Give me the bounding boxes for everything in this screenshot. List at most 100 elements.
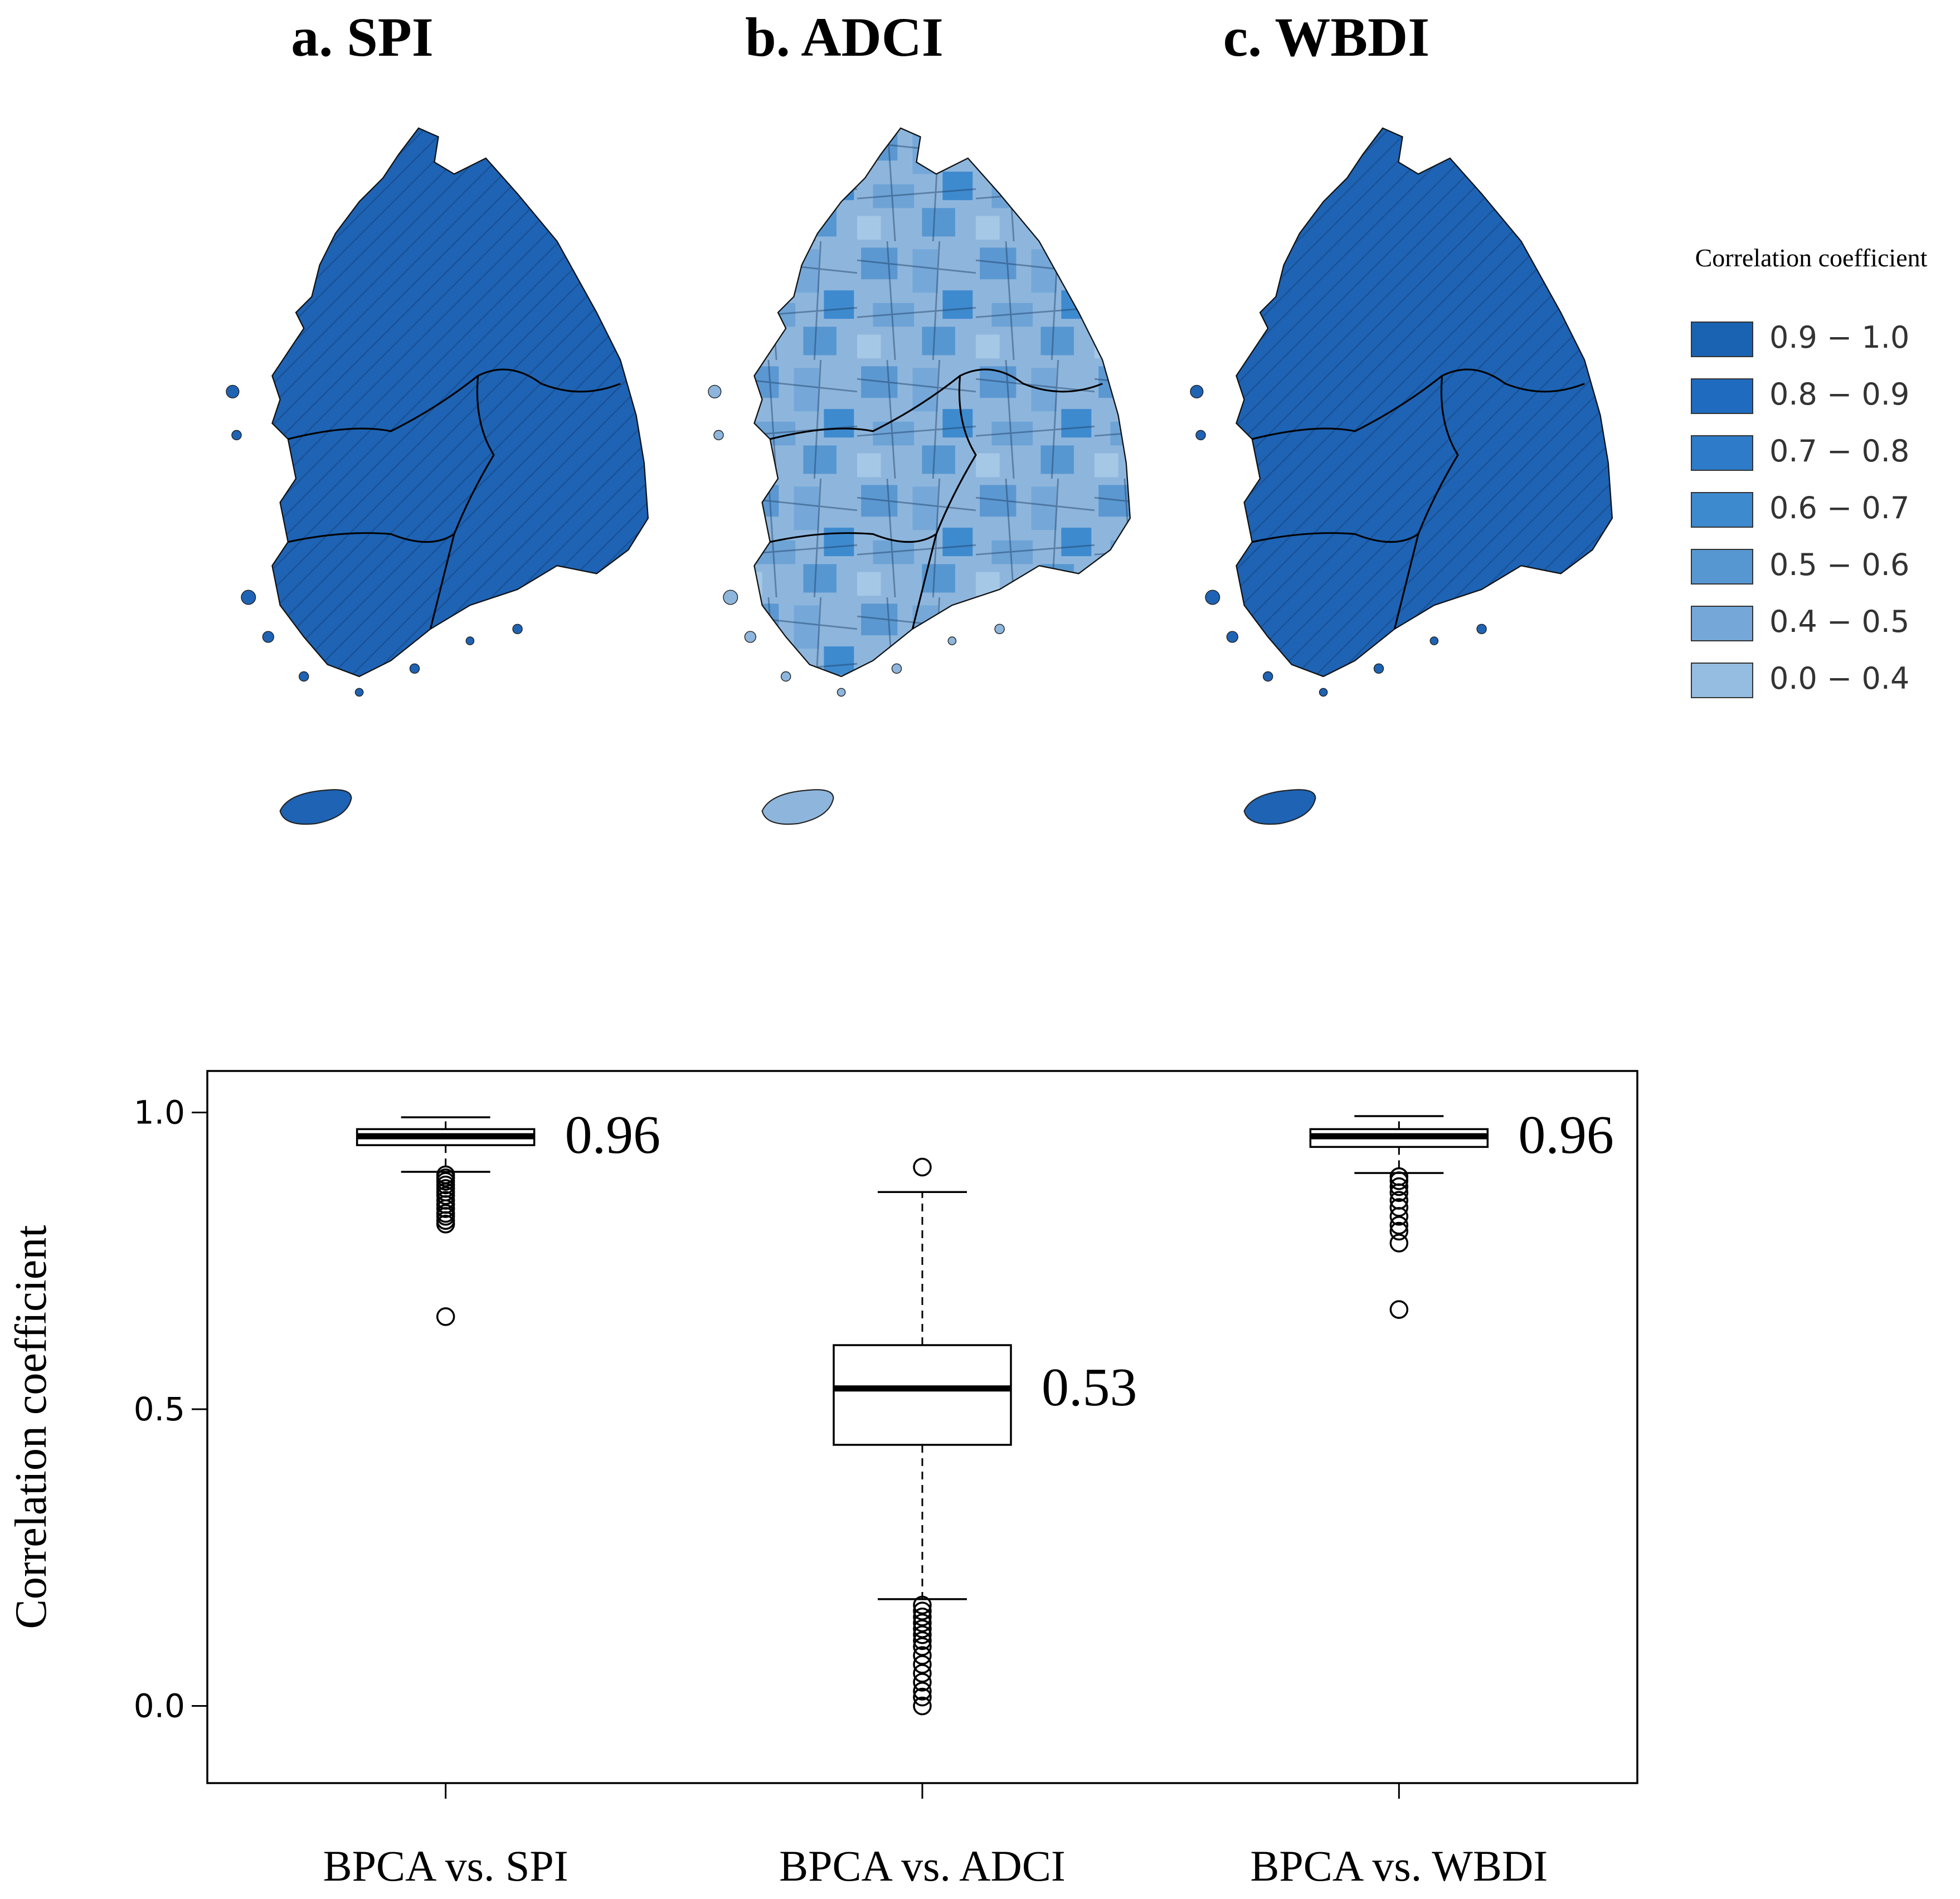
map-title: b. ADCI [745,6,943,68]
island-shape [231,430,242,441]
y-axis-label: Correlation coefficient [7,1225,56,1629]
outlier-point [913,1637,932,1656]
outlier-point [913,1673,932,1692]
island-shape [1205,590,1220,605]
province-boundary [770,532,937,543]
legend-swatch [1691,322,1753,357]
island-shape [226,384,240,398]
district-texture [272,128,648,677]
map-panel: b. ADCI [708,6,1131,825]
island-shape [1373,663,1384,674]
outlier-point [913,1655,932,1674]
outlier-point [913,1664,932,1683]
island-shape [1262,671,1273,682]
korea-map [1190,127,1613,825]
province-boundary [770,368,1103,440]
outlier-point [913,1631,932,1650]
island-shape [512,624,523,635]
island-shape [891,663,902,674]
legend-label: 0.4 − 0.5 [1769,604,1909,639]
outlier-point [913,1625,932,1644]
box-series: 0.96 [1309,1105,1614,1319]
jeju-island [1243,789,1316,825]
island-shape [1319,688,1328,697]
map-title: a. SPI [291,6,434,68]
province-boundary [288,532,455,543]
median-value-label: 0.96 [565,1105,661,1165]
legend-swatch [1691,606,1753,641]
legend-label: 0.9 − 1.0 [1769,320,1909,355]
legend-item: 0.9 − 1.0 [1691,320,1909,357]
x-tick-label: BPCA vs. ADCI [779,1842,1066,1890]
jeju-shape [279,789,352,825]
jeju-island [279,789,352,825]
island-shape [780,671,791,682]
legend-label: 0.7 − 0.8 [1769,434,1909,469]
district-texture [754,128,1130,677]
y-tick-label: 0.0 [134,1687,185,1725]
outlier-point [913,1696,932,1716]
legend-swatch [1691,663,1753,698]
outlier-point [1389,1177,1409,1196]
outlier-point [1389,1191,1409,1210]
outlier-point [1389,1300,1409,1319]
outlier-point [1389,1216,1409,1235]
island-shape [994,624,1005,635]
legend: Correlation coefficient 0.9 − 1.0 0.8 − 0.… [1691,244,1928,698]
outlier-point [913,1619,932,1638]
outlier-point [436,1191,455,1210]
legend-item: 0.4 − 0.5 [1691,604,1909,641]
province-boundary [288,368,621,440]
x-tick-label: BPCA vs. WBDI [1250,1842,1548,1890]
box-series: 0.96 [356,1105,661,1326]
outlier-point [913,1646,932,1665]
x-tick-label: BPCA vs. SPI [323,1842,568,1890]
y-tick-label: 0.5 [134,1390,185,1428]
legend-swatch [1691,378,1753,414]
box-series: 0.53 [833,1157,1137,1716]
outlier-point [1389,1171,1409,1190]
island-shape [1195,430,1206,441]
korea-map [708,127,1131,825]
legend-title: Correlation coefficient [1695,244,1928,272]
legend-swatch [1691,435,1753,471]
map-panel: a. SPI [226,6,649,825]
outlier-point [913,1608,932,1627]
median-value-label: 0.53 [1042,1357,1137,1418]
island-shape [262,631,274,643]
legend-label: 0.8 − 0.9 [1769,377,1909,412]
island-shape [723,590,738,605]
province-boundary [429,376,495,630]
legend-swatch [1691,492,1753,528]
iqr-box [833,1344,1012,1446]
province-boundary [911,376,977,630]
island-shape [713,430,724,441]
outlier-point [913,1682,932,1701]
island-shape [354,688,364,697]
outlier-point [436,1165,455,1185]
outlier-point [1389,1167,1409,1186]
province-boundary [1252,368,1585,440]
district-texture [1236,128,1612,677]
legend-label: 0.0 − 0.4 [1769,661,1909,696]
legend-item: 0.6 − 0.7 [1691,490,1909,528]
boxplot-chart: 0.0 0.5 1.0 Correlation coefficient BPCA vs.… [7,1070,1638,1890]
legend-label: 0.5 − 0.6 [1769,547,1909,582]
legend-item: 0.8 − 0.9 [1691,377,1909,414]
island-shape [836,688,846,697]
coastline [753,127,1131,678]
korea-map [226,127,649,825]
outlier-point [913,1687,932,1707]
legend-swatch [1691,549,1753,585]
province-boundary [1252,532,1419,543]
outlier-point [913,1595,932,1615]
island-shape [1226,631,1238,643]
outlier-point [913,1601,932,1620]
outlier-point [913,1613,932,1633]
coastline [1236,127,1613,678]
outlier-point [1389,1221,1409,1241]
outlier-point [1389,1198,1409,1217]
island-shape [947,636,957,645]
island-shape [1429,636,1439,645]
